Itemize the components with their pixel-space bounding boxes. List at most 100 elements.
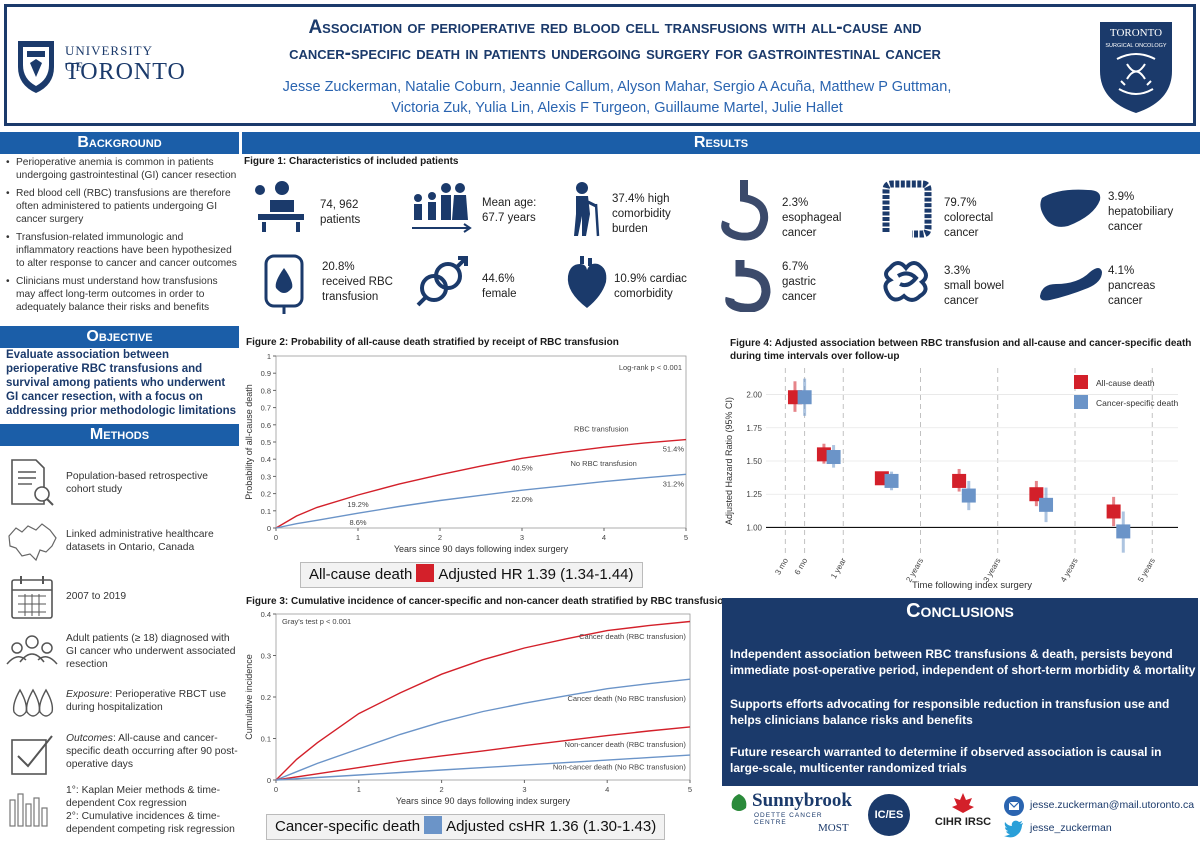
y-tick-label: 0 [267,776,271,785]
hazard-ratio-point [1116,524,1131,539]
people-icon [6,635,58,665]
y-tick-label: 0.2 [261,693,271,702]
x-tick-label: 2 [440,785,444,794]
y-tick-label: 0.2 [261,490,271,499]
methods-row-exposure: Exposure: Perioperative RBCT use during … [4,682,238,732]
stat-small-bowel: 3.3% small bowel cancer [944,264,1004,309]
x-axis-label: Time following index surgery [912,580,1032,591]
conclusion-point: Future research warranted to determine i… [730,745,1162,775]
y-tick-label: 0.3 [261,652,271,661]
stat-hepatobiliary: 3.9% hepatobiliary cancer [1108,190,1173,235]
methods-row-data: Linked administrative healthcare dataset… [4,518,238,568]
red-swatch [416,564,435,582]
twitter-handle[interactable]: jesse_zuckerman [1030,822,1112,834]
stat-line: 37.4% high [612,193,670,205]
cancer-specific-hr-box: Cancer-specific death Adjusted csHR 1.36 … [266,814,666,840]
hr-box-value: Adjusted HR 1.39 (1.34-1.44) [438,566,634,583]
background-item: Red blood cell (RBC) transfusions are th… [4,187,238,226]
stat-line: pancreas [1108,280,1156,292]
stat-line: 6.7% [782,261,809,273]
y-tick-label: 1.50 [746,457,762,466]
series-label: Non-cancer death (RBC transfusion) [565,740,687,749]
stat-line: 44.6% [482,273,515,285]
ices-logo: IC/ES [868,794,910,836]
blood-drops-icon [12,688,54,717]
series-label: Cancer death (No RBC transfusion) [567,694,686,703]
conclusions-heading: Conclusions [906,600,1014,622]
stat-line: comorbidity [614,288,673,300]
esophagus-icon [721,180,769,241]
figure-2-title: Figure 2: Probability of all-cause death… [246,337,619,348]
y-axis-label: Probability of all-cause death [244,384,254,500]
stat-line: colorectal [944,212,994,224]
series-label: No RBC transfusion [571,459,637,468]
x-tick-label: 3 [522,785,526,794]
stat-line: 20.8% [322,261,355,273]
twitter-icon [1004,820,1023,838]
methods-text: 2007 to 2019 [66,591,127,602]
poster-header: UNIVERSITY OF TORONTO Association of per… [4,4,1196,126]
stat-line: gastric [782,276,816,288]
canada-map-icon [8,523,57,562]
conclusion-point: Independent association between RBC tran… [730,647,1196,677]
stat-colorectal: 79.7% colorectal cancer [944,196,993,241]
university-of-toronto-logo: UNIVERSITY OF TORONTO [15,33,185,103]
stat-line: cancer [1108,221,1143,233]
surgeon-icon [255,181,304,232]
document-search-icon [11,459,54,506]
stat-gastric: 6.7% gastric cancer [782,260,817,305]
uoft-crest-icon [18,41,54,93]
data-label: 31.2% [663,479,685,488]
methods-text: Outcomes: All-cause and cancer-specific … [66,732,238,771]
methods-text: 2°: Cumulative incidences & time-depende… [66,811,235,835]
poster-title: Association of perioperative red blood c… [185,15,1045,67]
all-cause-hr-box: All-cause death Adjusted HR 1.39 (1.34-1.… [300,562,643,588]
title-line-1: Association of perioperative red blood c… [308,17,922,38]
liver-icon [1040,189,1101,227]
methods-text: Exposure: Perioperative RBCT use during … [66,688,238,714]
email-link[interactable]: jesse.zuckerman@mail.utoronto.ca [1030,799,1195,811]
stat-line: 10.9% cardiac [614,273,687,285]
y-axis-label: Adjusted Hazard Ratio (95% CI) [724,397,734,525]
y-tick-label: 0.1 [261,735,271,744]
methods-row-analysis: 1°: Kaplan Meier methods & time-dependen… [4,782,238,840]
y-tick-label: 0 [267,524,271,533]
legend-label: All-cause death [1096,378,1155,388]
cihr-logo: CIHR IRSC [928,792,998,838]
stat-line: 79.7% [944,197,977,209]
figure-3-title: Figure 3: Cumulative incidence of cancer… [246,596,730,607]
stat-line: cancer [782,291,817,303]
conclusions-panel: Conclusions Independent association betw… [722,598,1198,786]
series-line [275,438,687,529]
stat-line: comorbidity [612,208,671,220]
exposure-label: Exposure [66,689,110,700]
uoft-word-university: UNIVERSITY OF [65,43,153,74]
figure-4-title-line: during time intervals over follow-up [730,351,900,362]
gender-icon [416,256,468,307]
methods-heading: Methods [0,424,239,446]
ts-word-surgical-oncology: SURGICAL ONCOLOGY [1105,43,1167,49]
y-tick-label: 0.9 [261,369,271,378]
authors-line-1: Jesse Zuckerman, Natalie Coburn, Jeannie… [282,79,952,95]
background-item: Clinicians must understand how transfusi… [4,275,238,314]
stat-line: Mean age: [482,197,537,209]
figure-4-title: Figure 4: Adjusted association between R… [730,337,1191,363]
background-list: Perioperative anemia is common in patien… [4,156,238,319]
x-tick-label: 1 [357,785,361,794]
email-icon [1004,796,1024,816]
stat-line: cancer [782,227,817,239]
stat-pancreas: 4.1% pancreas cancer [1108,264,1155,309]
objective-heading: Objective [0,326,239,348]
calendar-icon [11,576,53,619]
x-tick-label: 3 mo [773,556,790,576]
hazard-ratio-point [1106,504,1121,519]
hr-box-label: All-cause death [309,566,413,583]
stat-line: 67.7 years [482,212,536,224]
x-tick-label: 0 [274,785,278,794]
y-tick-label: 1.75 [746,424,762,433]
stat-line: received RBC [322,276,393,288]
authors-line-2: Victoria Zuk, Yulia Lin, Alexis F Turgeo… [391,100,843,116]
hazard-ratio-point [1029,487,1044,502]
series-label: Cancer death (RBC transfusion) [579,632,686,641]
series-line [275,754,691,781]
